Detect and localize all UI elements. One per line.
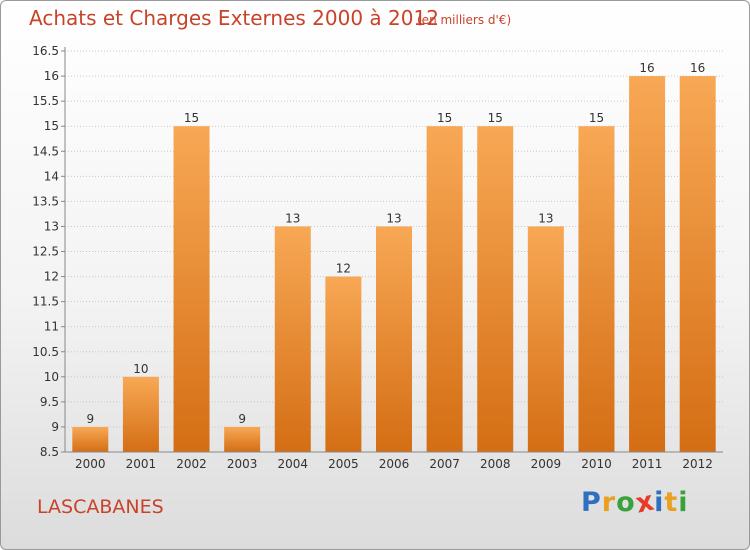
data-label: 16 [690,61,705,75]
x-tick-label: 2002 [176,457,207,471]
logo-letter: i [678,487,689,518]
data-label: 13 [538,211,553,225]
x-tick-label: 2007 [429,457,460,471]
bar [426,126,463,452]
bar [72,426,109,452]
x-tick-label: 2012 [682,457,713,471]
bar [376,226,412,452]
bar [578,126,615,452]
y-tick-label: 11 [44,320,59,334]
data-label: 16 [639,61,654,75]
x-tick-label: 2010 [581,457,612,471]
y-axis-ticks: 8.5 9 9.5 10 10.5 11 11.5 12 12.5 13 13.5 14 14.5 15 1… [32,44,65,459]
y-tick-label: 13 [44,219,59,233]
proxiti-logo: Proxiti [581,485,689,519]
x-tick-label: 2001 [126,457,157,471]
y-tick-label: 9 [51,420,59,434]
bar [477,126,514,452]
y-tick-label: 15.5 [32,94,59,108]
y-tick-label: 16 [44,69,59,83]
y-tick-label: 13.5 [32,194,59,208]
logo-letter: t [664,487,679,518]
y-tick-label: 14.5 [32,144,59,158]
data-label: 12 [336,262,351,276]
data-label: 10 [133,362,148,376]
logo-letter: r [601,487,617,518]
data-label: 15 [437,111,452,125]
data-label: 15 [589,111,604,125]
bars [72,76,716,452]
x-tick-label: 2004 [277,457,308,471]
y-tick-label: 12 [44,270,59,284]
logo-letter: P [581,487,602,518]
x-tick-label: 2008 [480,457,511,471]
bar [629,76,666,452]
y-tick-label: 14 [44,169,59,183]
data-label: 15 [488,111,503,125]
x-tick-label: 2006 [379,457,410,471]
logo-letter: o [616,487,636,518]
x-tick-label: 2003 [227,457,258,471]
x-tick-label: 2000 [75,457,106,471]
data-label: 9 [238,412,246,426]
x-axis-ticks: 2000 2001 2002 2003 2004 2005 2006 2007 2008 2009… [75,457,713,471]
y-tick-label: 12.5 [32,245,59,259]
x-tick-label: 2011 [632,457,663,471]
x-tick-label: 2005 [328,457,359,471]
data-label: 13 [386,211,401,225]
data-label: 9 [86,412,94,426]
y-tick-label: 16.5 [32,44,59,58]
data-label: 15 [184,111,199,125]
bar [274,226,311,452]
data-label: 13 [285,211,300,225]
bar [527,226,564,452]
commune-name: LASCABANES [37,496,164,518]
y-tick-label: 9.5 [40,395,59,409]
chart-title: Achats et Charges Externes 2000 à 2012 [29,6,439,30]
y-tick-label: 11.5 [32,295,59,309]
unit-note: (en milliers d'€) [417,13,512,27]
y-tick-label: 10 [44,370,59,384]
y-tick-label: 8.5 [40,445,59,459]
bar [224,426,261,452]
x-tick-label: 2009 [531,457,562,471]
bar [679,76,716,452]
bar [325,276,362,452]
y-tick-label: 10.5 [32,345,59,359]
bar [173,126,210,452]
logo-letter: i [654,487,665,518]
data-labels: 9 10 15 9 13 12 13 15 15 13 15 16 16 [86,61,705,426]
y-tick-label: 15 [44,119,59,133]
bar [122,376,159,452]
